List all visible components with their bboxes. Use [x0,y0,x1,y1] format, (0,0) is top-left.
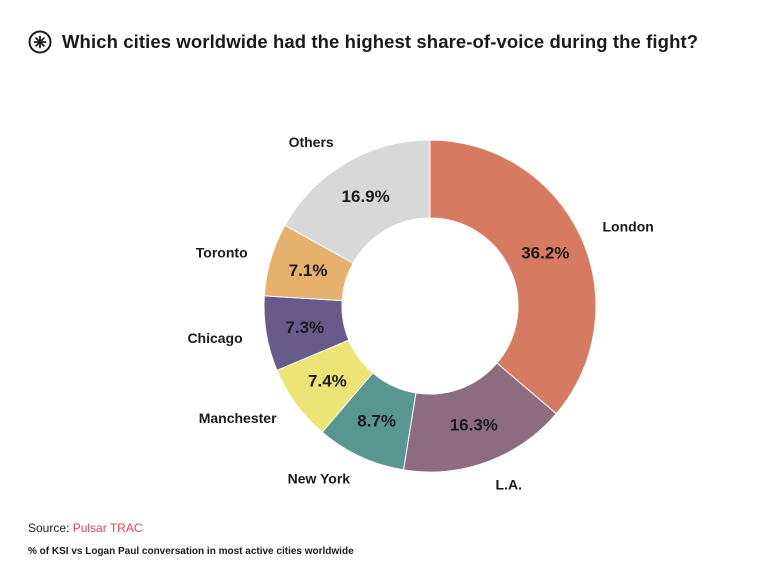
chart-header: Which cities worldwide had the highest s… [28,30,698,54]
chart-footnote: % of KSI vs Logan Paul conversation in m… [28,546,354,557]
value-label-new-york: 8.7% [357,412,396,431]
slice-others [284,139,431,264]
source-label: Source: [28,521,70,535]
value-label-l-a: 16.3% [450,416,498,435]
source-brand-link[interactable]: Pulsar TRAC [72,521,143,535]
category-label-chicago: Chicago [187,330,242,346]
chart-title: Which cities worldwide had the highest s… [62,31,699,52]
value-label-toronto: 7.1% [289,261,328,280]
pulsar-logo-icon [28,30,52,54]
value-label-london: 36.2% [521,243,569,262]
category-label-l-a: L.A. [496,476,522,492]
value-label-others: 16.9% [342,187,390,206]
value-label-chicago: 7.3% [285,318,324,337]
category-label-london: London [603,218,654,234]
category-label-others: Others [289,134,334,150]
value-label-manchester: 7.4% [308,371,347,390]
category-label-manchester: Manchester [199,410,277,426]
slice-london [429,139,597,415]
category-label-new-york: New York [288,470,351,486]
category-label-toronto: Toronto [196,245,248,261]
source-line: Source: Pulsar TRAC [28,521,143,535]
